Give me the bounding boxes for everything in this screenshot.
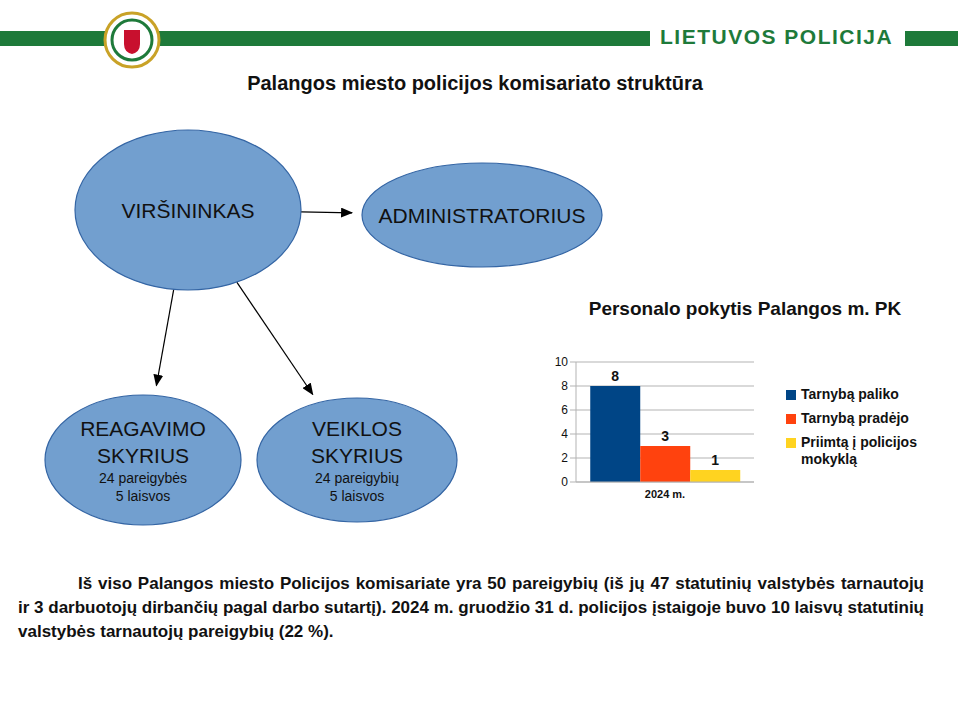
svg-text:5 laisvos: 5 laisvos [330, 488, 384, 504]
svg-text:6: 6 [561, 403, 568, 417]
html-text:Tarnybą pradėjo: Tarnybą pradėjo [801, 410, 909, 426]
svg-text:ADMINISTRATORIUS: ADMINISTRATORIUS [379, 204, 586, 227]
html-text:LIETUVOS POLICIJA: LIETUVOS POLICIJA [660, 25, 894, 48]
svg-text:24 pareigybės: 24 pareigybės [99, 470, 187, 486]
svg-text:3: 3 [661, 428, 669, 444]
html-text:Priimtą į policijos mokyklą: Priimtą į policijos mokyklą [801, 434, 917, 467]
svg-text:2024 m.: 2024 m. [645, 488, 685, 500]
html-text:Palangos miesto policijos komi: Palangos miesto policijos komisariato st… [247, 72, 703, 94]
svg-text:4: 4 [561, 427, 568, 441]
svg-text:VIRŠININKAS: VIRŠININKAS [121, 199, 254, 222]
svg-text:24 pareigybių: 24 pareigybių [315, 470, 399, 486]
svg-text:SKYRIUS: SKYRIUS [311, 444, 403, 467]
svg-text:REAGAVIMO: REAGAVIMO [80, 417, 206, 440]
svg-text:VEIKLOS: VEIKLOS [312, 417, 402, 440]
svg-text:SKYRIUS: SKYRIUS [97, 444, 189, 467]
svg-text:0: 0 [561, 475, 568, 489]
html-text:Personalo pokytis Palangos m.: Personalo pokytis Palangos m. PK [588, 298, 902, 319]
svg-text:10: 10 [555, 355, 569, 369]
html-text:Iš viso Palangos miesto Polici: Iš viso Palangos miesto Policijos komisa… [18, 574, 924, 641]
html-text:Tarnybą paliko: Tarnybą paliko [801, 386, 899, 402]
svg-text:1: 1 [711, 452, 719, 468]
svg-text:8: 8 [561, 379, 568, 393]
svg-text:5 laisvos: 5 laisvos [116, 488, 170, 504]
svg-text:8: 8 [611, 368, 619, 384]
svg-text:2: 2 [561, 451, 568, 465]
